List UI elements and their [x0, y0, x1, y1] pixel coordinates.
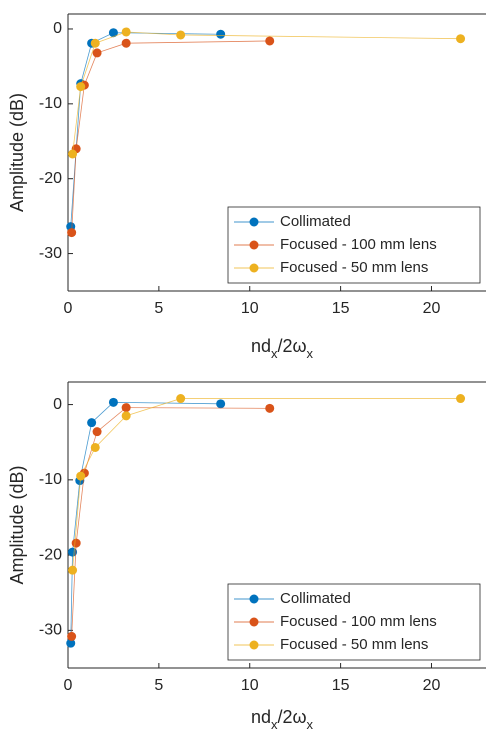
- x-tick-label: 20: [423, 677, 441, 694]
- marker: [68, 149, 78, 159]
- x-axis-label-part: x: [271, 717, 278, 732]
- marker: [108, 28, 118, 38]
- x-tick-label: 10: [241, 677, 259, 694]
- marker: [92, 427, 102, 437]
- legend-marker: [249, 217, 259, 227]
- marker: [456, 394, 466, 404]
- legend-marker: [249, 240, 259, 250]
- x-tick-label: 10: [241, 300, 259, 317]
- marker: [87, 418, 97, 428]
- marker: [176, 394, 186, 404]
- x-axis-label-part: x: [307, 346, 314, 361]
- x-axis-label-part: nd: [251, 707, 271, 727]
- marker: [121, 27, 131, 37]
- marker: [90, 38, 100, 48]
- marker: [176, 30, 186, 40]
- legend-marker: [249, 640, 259, 650]
- marker: [121, 403, 131, 413]
- marker: [456, 34, 466, 44]
- x-tick-label: 0: [64, 300, 73, 317]
- y-tick-label: -20: [39, 546, 62, 563]
- series-line: [72, 398, 461, 571]
- marker: [67, 631, 77, 641]
- legend-label: Collimated: [280, 590, 351, 607]
- marker: [265, 403, 275, 413]
- marker: [121, 38, 131, 48]
- x-tick-label: 5: [154, 300, 163, 317]
- legend-label: Focused - 50 mm lens: [280, 259, 428, 276]
- x-tick-label: 5: [154, 677, 163, 694]
- y-axis-label: Amplitude (dB): [7, 93, 27, 212]
- marker: [67, 228, 77, 238]
- series-line: [71, 407, 270, 637]
- x-axis-label-part: /2ω: [277, 336, 306, 356]
- x-tick-label: 0: [64, 677, 73, 694]
- x-axis-label-part: x: [271, 346, 278, 361]
- marker: [76, 471, 86, 481]
- marker: [121, 411, 131, 421]
- legend-label: Collimated: [280, 213, 351, 230]
- series-line: [72, 31, 461, 155]
- legend-marker: [249, 617, 259, 627]
- legend-marker: [249, 594, 259, 604]
- x-axis-label-part: /2ω: [277, 707, 306, 727]
- x-axis-label: ndx/2ωx: [251, 336, 314, 361]
- legend-marker: [249, 263, 259, 273]
- x-tick-label: 15: [332, 300, 350, 317]
- marker: [90, 442, 100, 452]
- marker: [92, 48, 102, 58]
- series-line: [71, 40, 270, 233]
- x-axis-label: ndx/2ωx: [251, 707, 314, 732]
- x-axis-label-part: x: [307, 717, 314, 732]
- marker: [76, 82, 86, 92]
- y-tick-label: -10: [39, 95, 62, 112]
- y-tick-label: 0: [53, 20, 62, 37]
- legend-label: Focused - 100 mm lens: [280, 236, 437, 253]
- legend-label: Focused - 100 mm lens: [280, 613, 437, 630]
- marker: [68, 547, 78, 557]
- y-tick-label: -10: [39, 471, 62, 488]
- y-tick-label: 0: [53, 396, 62, 413]
- y-axis-label: Amplitude (dB): [7, 465, 27, 584]
- series-line: [70, 401, 221, 644]
- marker: [216, 29, 226, 39]
- marker: [68, 565, 78, 575]
- x-tick-label: 20: [423, 300, 441, 317]
- y-tick-label: -20: [39, 170, 62, 187]
- marker: [66, 638, 76, 648]
- y-tick-label: -30: [39, 622, 62, 639]
- y-tick-label: -30: [39, 245, 62, 262]
- marker: [108, 397, 118, 407]
- legend-label: Focused - 50 mm lens: [280, 636, 428, 653]
- marker: [216, 399, 226, 409]
- x-axis-label-part: nd: [251, 336, 271, 356]
- marker: [71, 538, 81, 548]
- marker: [265, 36, 275, 46]
- x-tick-label: 15: [332, 677, 350, 694]
